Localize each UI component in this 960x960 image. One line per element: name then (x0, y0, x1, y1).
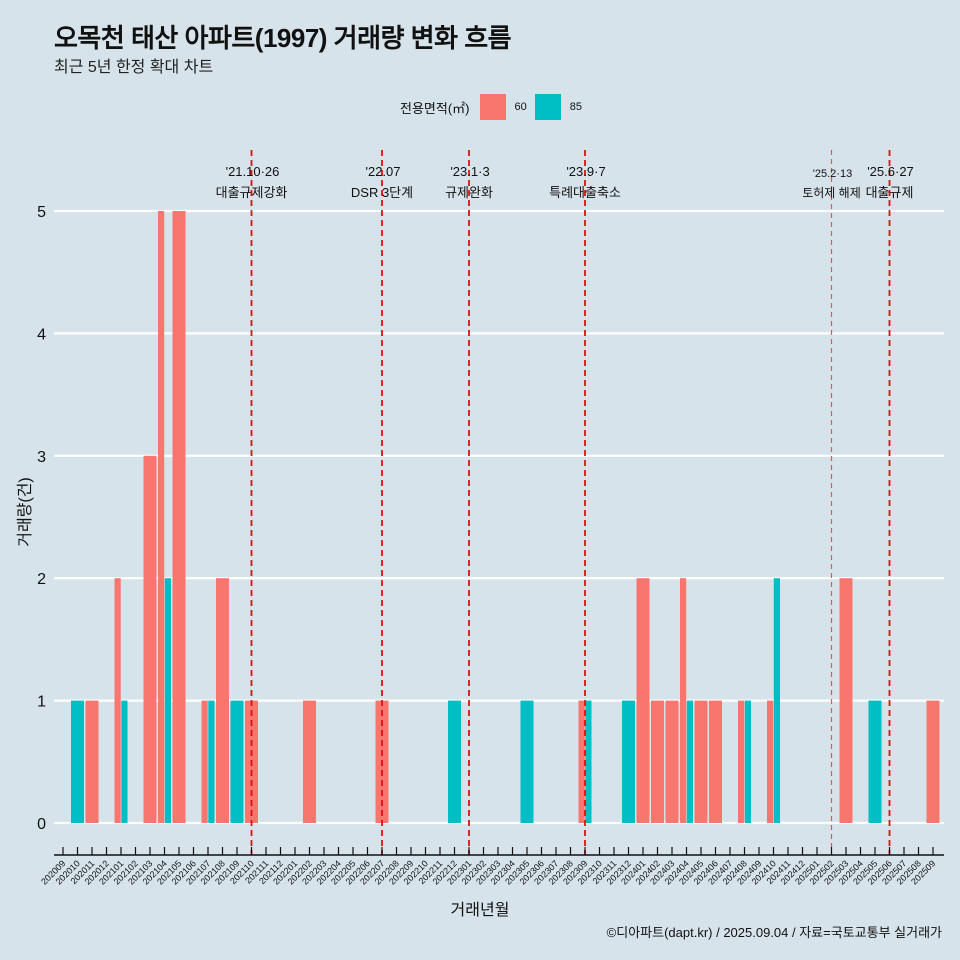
event-date-label: '21.10·26 (226, 164, 280, 179)
event-label: 대출규제강화 (216, 185, 288, 200)
x-axis-label: 거래년월 (450, 902, 510, 919)
legend-label-85: 85 (569, 101, 582, 113)
y-tick-label: 2 (37, 571, 46, 588)
bar-60 (680, 578, 687, 823)
bar-85 (208, 700, 215, 823)
chart-title: 오목천 태산 아파트(1997) 거래량 변화 흐름 (54, 23, 512, 53)
bar-60 (114, 578, 121, 823)
chart-subtitle: 최근 5년 한정 확대 차트 (54, 59, 214, 76)
bar-60 (85, 700, 99, 823)
bar-85 (585, 700, 592, 823)
event-label: 대출규제 (866, 185, 914, 200)
bar-60 (216, 578, 229, 823)
y-axis-label: 거래량(건) (17, 477, 34, 547)
legend-key-60 (479, 94, 506, 120)
bar-85 (744, 700, 751, 823)
bar-60 (303, 700, 316, 823)
bar-85 (448, 700, 461, 823)
bar-85 (520, 700, 534, 823)
y-tick-label: 4 (37, 326, 46, 343)
event-date-label: '23.9·7 (566, 164, 605, 179)
bar-60 (839, 578, 853, 823)
bar-60 (143, 455, 157, 823)
bar-85 (71, 700, 84, 823)
bar-85 (164, 578, 171, 823)
event-date-label: '25.2·13 (813, 168, 852, 180)
bar-60 (158, 211, 165, 823)
bar-85 (230, 700, 244, 823)
legend: 전용면적(㎡) 60 85 (400, 93, 590, 121)
bar-60 (694, 700, 708, 823)
y-tick-label: 0 (37, 816, 46, 833)
bar-60 (201, 700, 208, 823)
event-label: 규제완화 (445, 185, 493, 200)
bar-60 (665, 700, 679, 823)
bar-85 (121, 700, 128, 823)
bar-60 (172, 211, 186, 823)
y-tick-label: 1 (37, 694, 46, 711)
y-tick-label: 3 (37, 449, 46, 466)
event-date-label: '25.6·27 (867, 164, 914, 179)
event-label: 토허제 해제 (802, 186, 861, 200)
bar-60 (709, 700, 722, 823)
bar-60 (767, 700, 774, 823)
y-tick-label: 5 (37, 204, 46, 221)
event-date-label: '23.1·3 (450, 164, 489, 179)
bar-85 (686, 700, 693, 823)
bar-85 (868, 700, 882, 823)
event-label: DSR 3단계 (351, 185, 413, 200)
bar-60 (926, 700, 940, 823)
legend-key-85 (534, 94, 561, 120)
bar-60 (651, 700, 664, 823)
event-label: 특례대출축소 (549, 185, 621, 200)
legend-title: 전용면적(㎡) (400, 100, 470, 116)
bar-60 (578, 700, 585, 823)
bar-60 (636, 578, 650, 823)
bar-60 (738, 700, 745, 823)
event-date-label: '22.07 (365, 164, 400, 179)
bar-85 (622, 700, 635, 823)
bar-85 (773, 578, 780, 823)
source-caption: ©디아파트(dapt.kr) / 2025.09.04 / 자료=국토교통부 실… (606, 925, 942, 940)
legend-label-60: 60 (514, 101, 527, 113)
